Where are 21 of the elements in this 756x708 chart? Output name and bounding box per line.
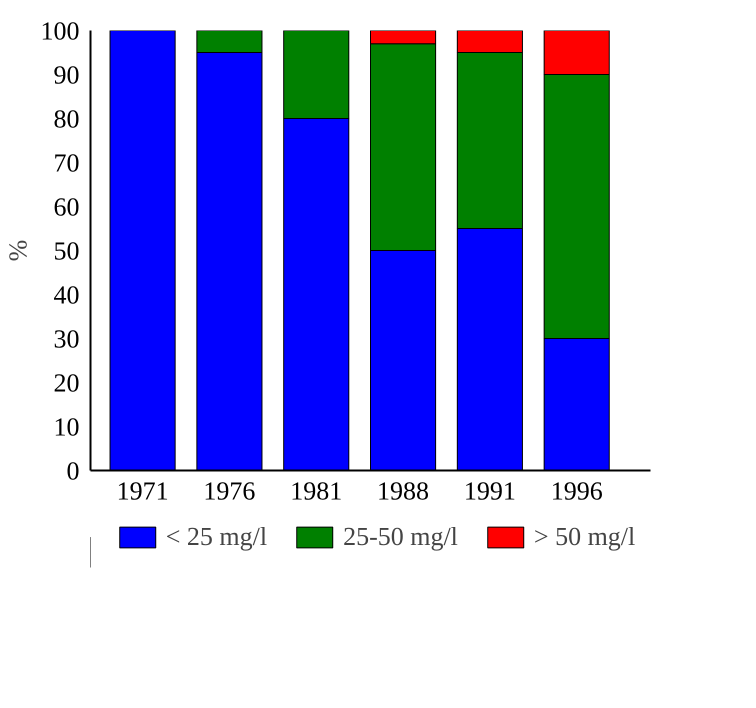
x-tick-label: 1988	[377, 476, 430, 506]
y-tick-label: 10	[54, 412, 80, 442]
x-tick-label: 1981	[290, 476, 342, 506]
x-tick-label: 1976	[203, 476, 256, 506]
y-tick-label: 80	[54, 104, 80, 134]
y-axis-title: %	[4, 240, 32, 262]
legend-label: > 50 mg/l	[534, 522, 636, 552]
y-tick-label: 0	[66, 456, 80, 486]
x-tick-label: 1991	[464, 476, 516, 506]
y-tick-label: 90	[54, 60, 80, 90]
legend-label: 25-50 mg/l	[343, 522, 458, 552]
y-tick-label: 60	[54, 192, 80, 222]
y-tick-label: 30	[54, 324, 80, 354]
legend-label: < 25 mg/l	[166, 522, 268, 552]
y-tick-label: 50	[54, 236, 80, 266]
y-tick-label: 40	[54, 280, 80, 310]
y-tick-label: 70	[54, 148, 80, 178]
x-tick-label: 1971	[116, 476, 169, 506]
y-tick-label: 100	[40, 16, 80, 46]
x-tick-label: 1996	[550, 476, 603, 506]
y-tick-label: 20	[54, 368, 80, 398]
